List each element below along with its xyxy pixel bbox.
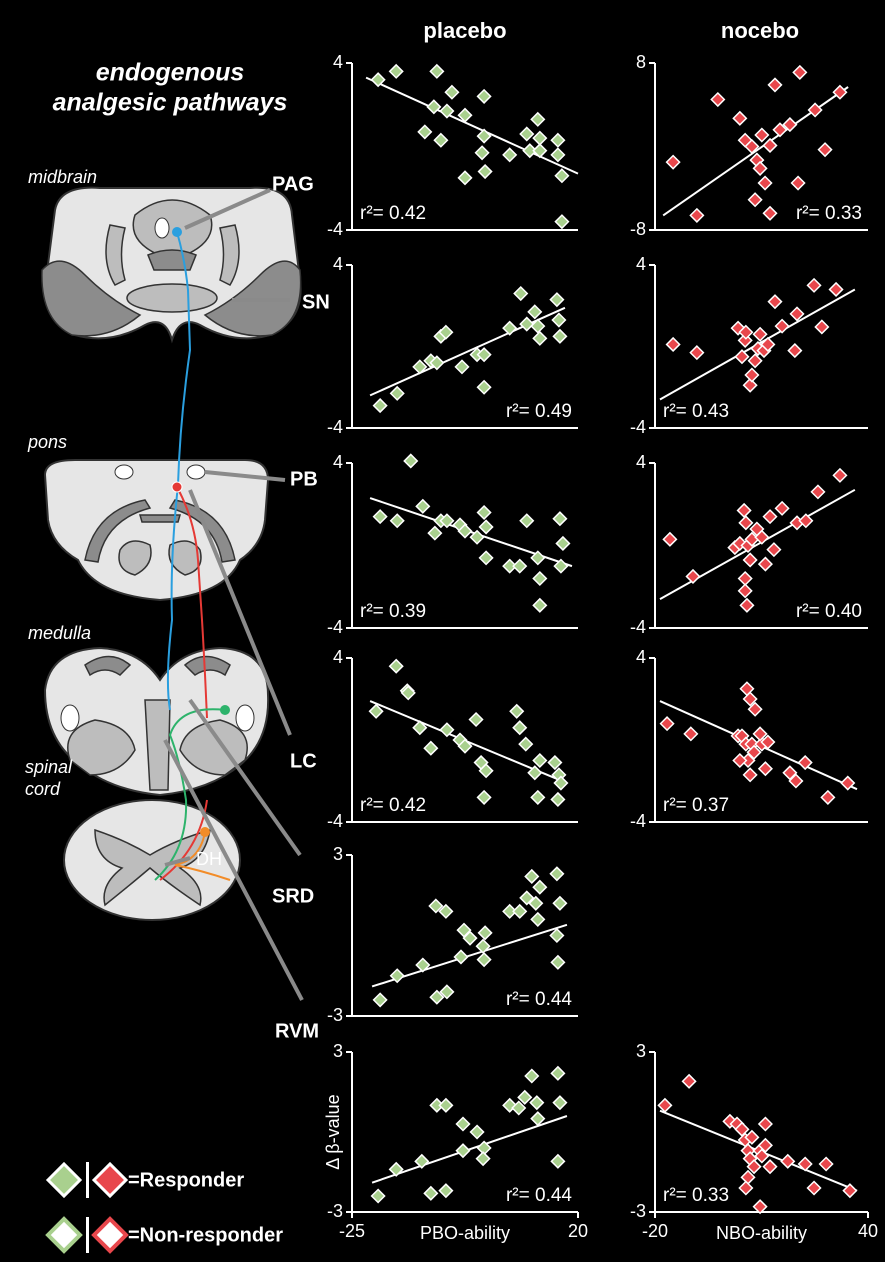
annotation: r²= 0.33 (796, 203, 862, 224)
y-tick-label: 8 (636, 52, 646, 72)
x-tick-label: -20 (642, 1221, 668, 1241)
y-tick-label: -3 (327, 1201, 343, 1221)
annotation: r²= 0.42 (360, 795, 426, 816)
annotation: r²= 0.42 (360, 203, 426, 224)
y-axis-label: Δ β-value (323, 1094, 343, 1169)
region-label: cord (25, 779, 61, 799)
legend-label: =Responder (128, 1169, 244, 1191)
pathway-node (200, 827, 210, 837)
structure-label: PAG (272, 173, 314, 195)
x-tick-label: 20 (568, 1221, 588, 1241)
annotation: r²= 0.39 (360, 601, 426, 622)
y-tick-label: 4 (636, 452, 646, 472)
y-tick-label: -3 (630, 1201, 646, 1221)
pathway-node (172, 482, 182, 492)
structure-label: SN (302, 291, 330, 313)
column-header: placebo (423, 18, 506, 43)
structure-label: RVM (275, 1020, 319, 1042)
x-tick-label: -25 (339, 1221, 365, 1241)
y-tick-label: 4 (636, 254, 646, 274)
y-tick-label: 4 (333, 647, 343, 667)
y-tick-label: -4 (327, 811, 343, 831)
y-tick-label: -4 (630, 417, 646, 437)
annotation: r²= 0.44 (506, 989, 572, 1010)
annotation: r²= 0.43 (663, 401, 729, 422)
figure: placebo nocebo endogenous analgesic path… (0, 0, 885, 1262)
midbrain-section (42, 188, 301, 340)
y-tick-label: -4 (327, 617, 343, 637)
region-label: midbrain (28, 167, 97, 187)
y-tick-label: -8 (630, 219, 646, 239)
column-header: nocebo (721, 18, 799, 43)
annotation: r²= 0.44 (506, 1185, 572, 1206)
y-tick-label: 4 (333, 254, 343, 274)
diagram-title: analgesic pathways (53, 89, 288, 117)
y-tick-label: -4 (327, 417, 343, 437)
annotation: r²= 0.40 (796, 601, 862, 622)
y-tick-label: -3 (327, 1005, 343, 1025)
annotation: r²= 0.49 (506, 401, 572, 422)
y-tick-label: 3 (333, 1041, 343, 1061)
structure-label: LC (290, 750, 317, 772)
region-label: spinal (25, 757, 73, 777)
annotation: r²= 0.33 (663, 1185, 729, 1206)
y-tick-label: -4 (630, 617, 646, 637)
y-tick-label: 4 (333, 52, 343, 72)
pathway-node (172, 227, 182, 237)
y-tick-label: 3 (636, 1041, 646, 1061)
pathway-node (220, 705, 230, 715)
x-axis-label: NBO-ability (716, 1223, 807, 1243)
legend-label: =Non-responder (128, 1224, 283, 1246)
y-tick-label: -4 (327, 219, 343, 239)
y-tick-label: 4 (636, 647, 646, 667)
x-axis-label: PBO-ability (420, 1223, 510, 1243)
structure-label: PB (290, 468, 318, 490)
y-tick-label: 3 (333, 844, 343, 864)
diagram-title: endogenous (96, 59, 245, 87)
structure-label: SRD (272, 885, 314, 907)
annotation: r²= 0.37 (663, 795, 729, 816)
y-tick-label: -4 (630, 811, 646, 831)
structure-label: DH (196, 849, 222, 869)
y-tick-label: 4 (333, 452, 343, 472)
region-label: pons (27, 432, 67, 452)
x-tick-label: 40 (858, 1221, 878, 1241)
region-label: medulla (28, 623, 91, 643)
